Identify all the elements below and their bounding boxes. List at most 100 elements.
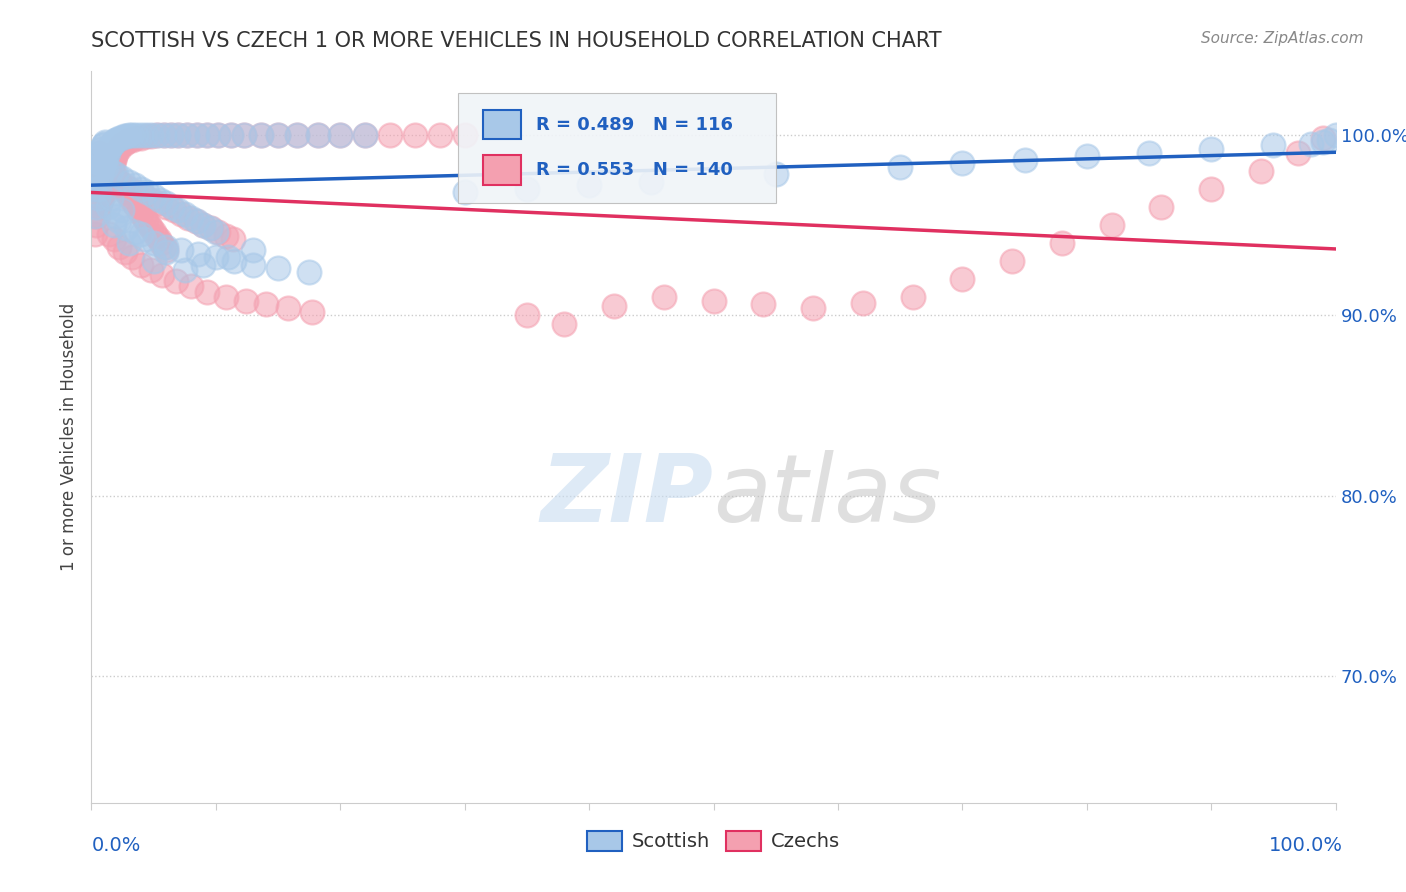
Point [186,214,208,228]
Point [125,186,148,200]
Point [170,207,193,221]
Point [90,154,112,169]
Point [752,297,775,311]
Point [98,140,121,154]
Point [152,128,174,142]
Point [516,308,538,322]
Point [98,163,121,178]
Point [173,263,195,277]
Point [90,160,112,174]
Point [242,243,264,257]
FancyBboxPatch shape [458,94,776,203]
Point [97,145,120,160]
FancyBboxPatch shape [484,155,520,185]
Point [142,254,165,268]
Point [107,142,129,156]
Point [112,136,135,151]
Point [233,128,256,142]
Point [198,221,221,235]
Point [235,293,257,308]
Point [129,207,152,221]
Point [195,128,218,142]
Point [1319,133,1341,147]
Point [329,128,352,142]
Point [89,172,111,186]
Point [104,149,127,163]
Point [155,243,177,257]
Point [160,128,183,142]
Point [1201,142,1223,156]
Point [104,133,127,147]
Point [145,228,167,243]
Point [128,203,150,218]
Point [132,189,155,203]
Point [142,235,165,250]
Point [103,218,125,232]
Point [184,214,207,228]
Point [142,189,165,203]
Point [285,128,308,142]
Point [139,129,162,144]
Point [1137,145,1160,160]
Point [603,299,626,313]
Point [195,128,218,142]
Point [150,268,173,283]
Point [120,193,142,207]
Text: R = 0.553   N = 140: R = 0.553 N = 140 [536,161,733,179]
Point [86,209,108,223]
Point [285,128,308,142]
Point [135,214,157,228]
Point [132,232,155,246]
Point [94,153,117,167]
Point [107,131,129,145]
Point [103,232,125,246]
Point [187,246,209,260]
Point [93,153,115,167]
Point [90,167,112,181]
Point [1312,131,1334,145]
Point [889,160,911,174]
Point [195,285,218,299]
Point [136,186,159,200]
Point [96,160,118,174]
Point [97,200,120,214]
Point [94,182,117,196]
Point [107,239,129,253]
Point [103,153,125,167]
Point [100,191,122,205]
FancyBboxPatch shape [484,110,520,139]
Point [87,149,110,163]
Point [329,128,352,142]
Point [301,304,323,318]
Point [112,129,135,144]
Point [110,178,132,193]
Point [112,182,135,196]
Point [91,156,114,170]
Point [307,128,329,142]
Point [93,156,115,170]
Point [89,145,111,160]
Point [249,128,271,142]
Point [115,186,138,200]
Point [129,258,152,272]
Point [142,225,165,239]
Text: atlas: atlas [713,450,942,541]
Point [215,228,238,243]
Point [94,135,117,149]
Point [97,167,120,181]
Point [103,135,125,149]
Point [100,163,122,178]
Point [207,128,229,142]
Point [186,128,208,142]
Point [516,182,538,196]
Point [146,128,169,142]
Point [765,167,787,181]
Point [277,301,299,315]
Point [950,272,973,286]
Point [129,227,152,241]
Point [155,239,177,253]
Point [901,290,924,304]
Point [165,274,187,288]
Point [122,196,145,211]
Point [101,156,124,170]
